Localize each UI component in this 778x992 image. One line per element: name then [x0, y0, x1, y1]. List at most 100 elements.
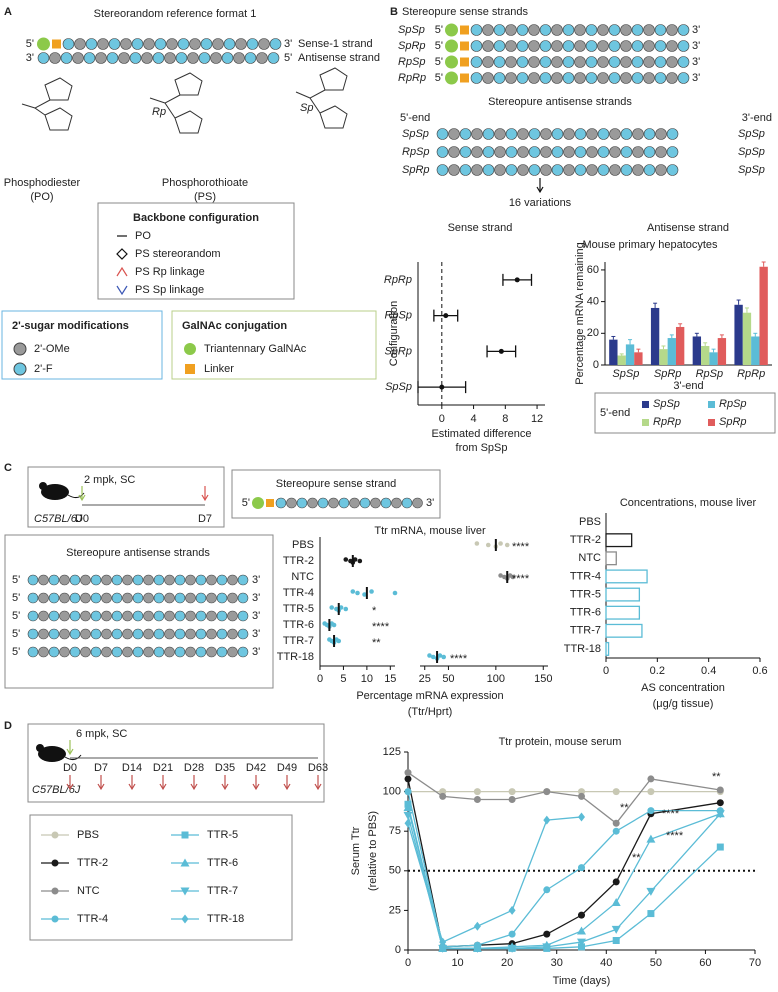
- nucleotide: [206, 646, 217, 658]
- nucleotide: [632, 164, 644, 176]
- nucleotide: [643, 56, 655, 68]
- label: 5': [12, 610, 20, 622]
- label: SpSp: [402, 128, 429, 140]
- nucleotide: [482, 40, 494, 52]
- nucleotide: [131, 38, 144, 50]
- nucleotide: [80, 574, 91, 586]
- label: Stereorandom reference format 1: [94, 8, 257, 20]
- nucleotide: [470, 24, 483, 36]
- nucleotide: [643, 146, 656, 158]
- antisense-box: [4, 534, 274, 689]
- label: Stereopure sense strand: [276, 478, 396, 490]
- nucleotide: [471, 164, 483, 176]
- nucleotide: [677, 40, 690, 52]
- nucleotide: [111, 574, 123, 586]
- x-tick-label: 12: [531, 413, 543, 425]
- label: C57BL/6J: [34, 513, 83, 525]
- bar: [609, 339, 618, 365]
- nucleotide: [551, 72, 563, 84]
- nucleotide: [80, 628, 91, 640]
- nucleotide: [654, 24, 667, 36]
- nucleotide: [80, 646, 91, 658]
- point: [543, 930, 551, 938]
- x-tick-label: 50: [650, 957, 662, 969]
- label: PS Sp linkage: [135, 284, 204, 296]
- nucleotide: [482, 56, 494, 68]
- nucleotide: [108, 38, 121, 50]
- nucleotide: [227, 592, 238, 604]
- point: [612, 936, 620, 944]
- nucleotide: [493, 40, 506, 52]
- y-tick-label: NTC: [578, 552, 601, 564]
- nucleotide: [27, 628, 39, 640]
- mouse-icon: [38, 746, 66, 762]
- nucleotide: [677, 24, 690, 36]
- nucleotide: [143, 646, 154, 658]
- label: 16 variations: [509, 197, 572, 209]
- nucleotide: [505, 40, 517, 52]
- y-tick-label: 20: [587, 327, 599, 339]
- nucleotide: [493, 72, 506, 84]
- arrow-head: [66, 783, 74, 791]
- nucleotide: [206, 628, 217, 640]
- nucleotide: [677, 56, 690, 68]
- bar: [751, 336, 760, 365]
- nucleotide: [359, 497, 371, 509]
- point: [338, 605, 344, 610]
- nucleotide: [154, 38, 167, 50]
- nucleotide: [551, 40, 563, 52]
- nucleotide: [655, 128, 667, 140]
- nucleotide: [206, 592, 217, 604]
- label: D28: [184, 762, 204, 774]
- nucleotide: [539, 24, 552, 36]
- bar: [742, 312, 752, 365]
- nucleotide: [562, 72, 575, 84]
- x-tick-label: 70: [749, 957, 761, 969]
- nucleotide: [210, 52, 222, 64]
- point: [543, 886, 551, 894]
- x-tick-label: 5: [340, 673, 346, 685]
- legend-swatch: [708, 401, 715, 408]
- mouse-icon: [36, 744, 44, 752]
- label: D42: [246, 762, 266, 774]
- nucleotide: [666, 128, 679, 140]
- legend-symbol: [185, 364, 195, 374]
- label: Sense strand: [448, 222, 513, 234]
- series-line: [407, 804, 721, 950]
- label: D35: [215, 762, 235, 774]
- x-tick-label: 0: [405, 957, 411, 969]
- x-axis-label: Time (days): [553, 975, 611, 987]
- label: 2'-sugar modifications: [12, 320, 129, 332]
- nucleotide: [528, 72, 540, 84]
- nucleotide: [175, 52, 188, 64]
- nucleotide: [101, 628, 112, 640]
- point: [403, 802, 413, 811]
- arrow-head: [97, 783, 105, 791]
- nucleotide: [227, 574, 238, 586]
- bar: [605, 587, 641, 602]
- nucleotide: [516, 72, 529, 84]
- nucleotide: [185, 646, 196, 658]
- point: [578, 864, 585, 872]
- point: [404, 818, 412, 828]
- nucleotide: [174, 646, 186, 658]
- nucleotide: [174, 610, 186, 622]
- timeline-box-c: [27, 466, 225, 528]
- x-tick-label: 50: [442, 673, 454, 685]
- legend-label: TTR-4: [77, 913, 108, 925]
- series-line: [407, 807, 721, 950]
- label: 3': [252, 592, 260, 604]
- label: SpRp: [398, 40, 426, 52]
- point: [508, 905, 516, 915]
- chart-subtitle: Mouse primary hepatocytes: [582, 239, 718, 251]
- x-tick-label: 0.4: [701, 665, 716, 677]
- point: [716, 786, 724, 794]
- nucleotide: [597, 128, 610, 140]
- nucleotide: [505, 72, 517, 84]
- point: [439, 937, 447, 947]
- nucleotide: [482, 72, 494, 84]
- nucleotide: [655, 146, 667, 158]
- significance: ****: [450, 653, 468, 665]
- nucleotide: [609, 128, 621, 140]
- point: [498, 573, 503, 578]
